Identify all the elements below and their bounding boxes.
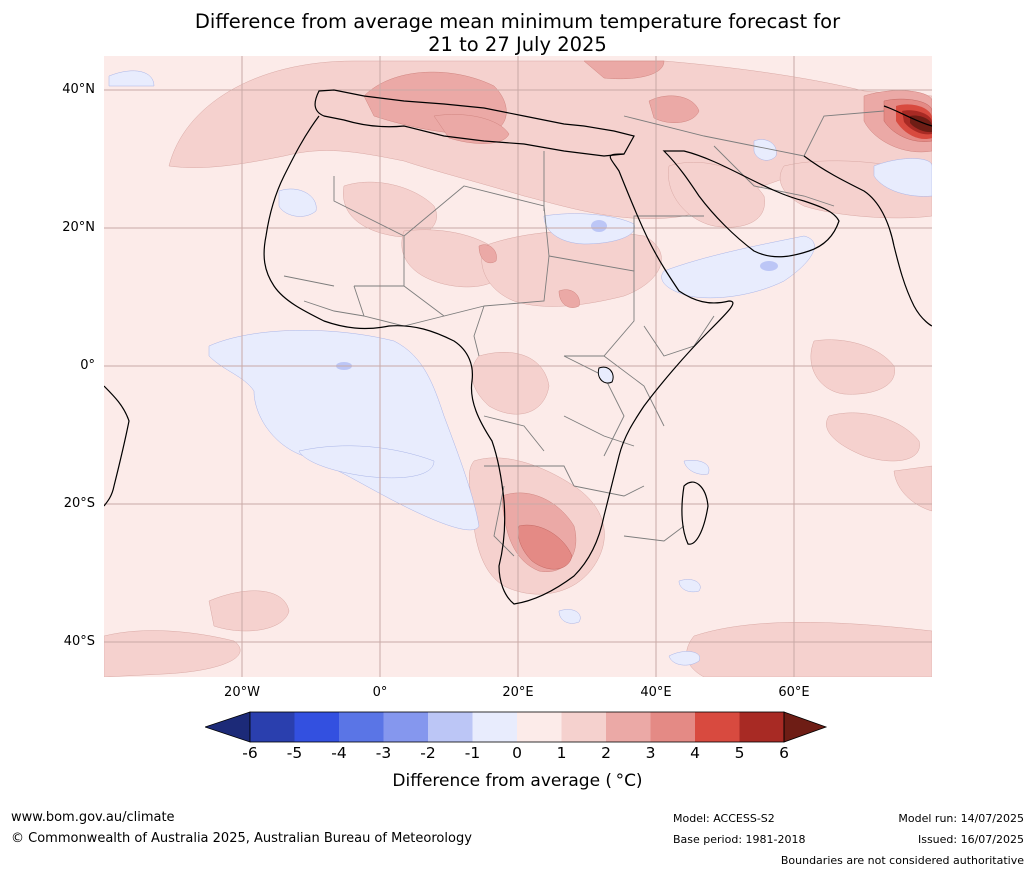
colorbar-tick-label: 0 <box>512 744 522 762</box>
colorbar <box>205 711 828 743</box>
footer-model-run: Model run: 14/07/2025 <box>898 812 1024 825</box>
colorbar-segment <box>250 712 295 742</box>
colorbar-tick-label: 3 <box>645 744 656 762</box>
colorbar-segment <box>650 712 695 742</box>
lon-tick-60e: 60°E <box>778 685 810 700</box>
lakes <box>597 366 614 384</box>
lat-tick-40n: 40°N <box>62 82 95 97</box>
graticule <box>104 56 932 677</box>
colorbar-under-arrow <box>205 711 251 743</box>
colorbar-tick-label: 5 <box>734 744 745 762</box>
footer-copyright: © Commonwealth of Australia 2025, Austra… <box>11 831 472 846</box>
footer-url[interactable]: www.bom.gov.au/climate <box>11 810 175 825</box>
footer-model: Model: ACCESS-S2 <box>673 812 775 825</box>
colorbar-over-arrow <box>783 711 828 743</box>
map-canvas <box>104 56 932 677</box>
colorbar-label: Difference from average ( °C) <box>0 771 1035 791</box>
coastlines <box>104 89 932 605</box>
chart-title: Difference from average mean minimum tem… <box>0 10 1035 56</box>
colorbar-segment <box>739 712 784 742</box>
colorbar-label-text: Difference from average ( <box>392 771 613 791</box>
footer-disclaimer: Boundaries are not considered authoritat… <box>780 854 1024 867</box>
colorbar-tick-label: -2 <box>420 744 436 762</box>
colorbar-segment <box>695 712 740 742</box>
lat-tick-20s: 20°S <box>63 496 95 511</box>
lon-tick-20e: 20°E <box>502 685 534 700</box>
colorbar-segment <box>383 712 428 742</box>
colorbar-tick-label: -3 <box>375 744 392 762</box>
colorbar-segment <box>339 712 384 742</box>
colorbar-tick-label: -6 <box>242 744 258 762</box>
colorbar-tick-label: 1 <box>556 744 567 762</box>
lon-tick-40e: 40°E <box>640 685 672 700</box>
footer-base-period: Base period: 1981-2018 <box>673 833 806 846</box>
lon-tick-20w: 20°W <box>224 685 260 700</box>
colorbar-tick-label: -4 <box>331 744 347 762</box>
footer-issued: Issued: 16/07/2025 <box>917 833 1024 846</box>
lon-tick-0: 0° <box>372 685 388 700</box>
colorbar-tick-label: 4 <box>690 744 700 762</box>
anomaly-cool-core <box>336 220 778 370</box>
colorbar-tick-label: 2 <box>601 744 611 762</box>
title-line-2: 21 to 27 July 2025 <box>428 33 607 56</box>
colorbar-tick-label: 6 <box>779 744 789 762</box>
lat-tick-0: 0° <box>80 358 95 373</box>
colorbar-segment <box>472 712 517 742</box>
colorbar-tick-label: -5 <box>286 744 303 762</box>
colorbar-frame <box>249 711 785 743</box>
lat-tick-20n: 20°N <box>62 220 95 235</box>
colorbar-segment <box>517 712 562 742</box>
colorbar-tick-label: -1 <box>464 744 481 762</box>
colorbar-segment <box>294 712 339 742</box>
colorbar-segment <box>561 712 606 742</box>
anomaly-cool-zones <box>108 70 932 666</box>
colorbar-label-unit: °C) <box>615 771 643 791</box>
lat-tick-40s: 40°S <box>63 634 95 649</box>
anomaly-map <box>104 56 932 677</box>
title-line-1: Difference from average mean minimum tem… <box>194 10 841 33</box>
country-borders <box>283 110 885 557</box>
colorbar-segment <box>428 712 473 742</box>
colorbar-segment <box>606 712 651 742</box>
